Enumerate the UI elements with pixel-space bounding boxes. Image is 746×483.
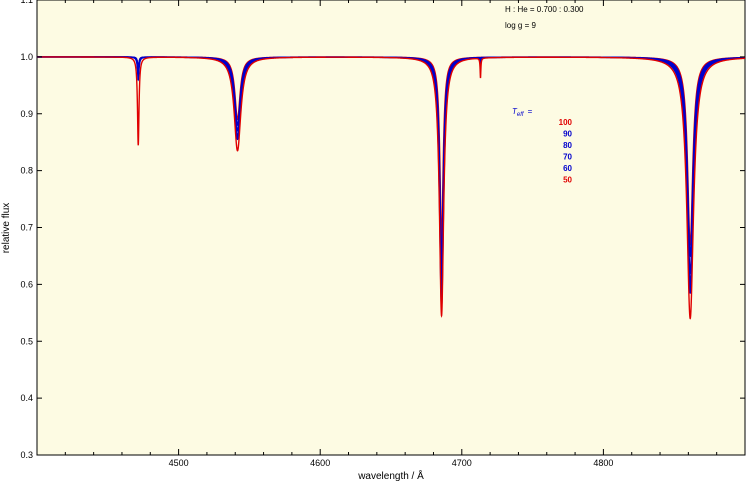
series-line-100 [37,56,746,320]
annotation-abundance: H : He = 0.700 : 0.300 [505,5,584,14]
y-tick-label: 0.6 [20,279,33,289]
x-tick-label: 4500 [169,458,189,468]
y-tick-label: 0.7 [20,223,33,233]
annotation-layer: H : He = 0.700 : 0.300 log g = 9 [505,5,584,30]
y-tick-label: 0.8 [20,166,33,176]
legend-entry: 80 [563,141,572,150]
x-tick-label: 4700 [452,458,472,468]
legend-entry: 100 [559,118,573,127]
y-axis-title: relative flux [1,203,12,254]
x-tick-label: 4600 [310,458,330,468]
axes-layer: 0.3 0.4 0.5 0.6 0.7 0.8 0.9 1.0 1.1 4500 4600 4700 4… [20,0,745,468]
legend-entry: 60 [563,164,572,173]
annotation-logg: log g = 9 [505,21,536,30]
legend-entry: 90 [563,130,572,139]
series-layer [37,56,746,320]
legend: Teff = 100 90 80 70 60 50 [512,107,573,185]
legend-entry: 70 [563,153,572,162]
y-tick-label: 1.0 [20,52,33,62]
y-tick-label: 0.9 [20,109,33,119]
x-tick-label: 4800 [593,458,613,468]
y-tick-label: 0.3 [20,450,33,460]
y-tick-label: 0.4 [20,393,33,403]
plot-background [36,0,746,456]
y-tick-label: 0.5 [20,336,33,346]
legend-title: Teff = [512,107,533,118]
x-axis-title: wavelength / Å [357,469,424,482]
y-tick-label: 1.1 [20,0,33,5]
legend-entry: 50 [563,176,572,185]
